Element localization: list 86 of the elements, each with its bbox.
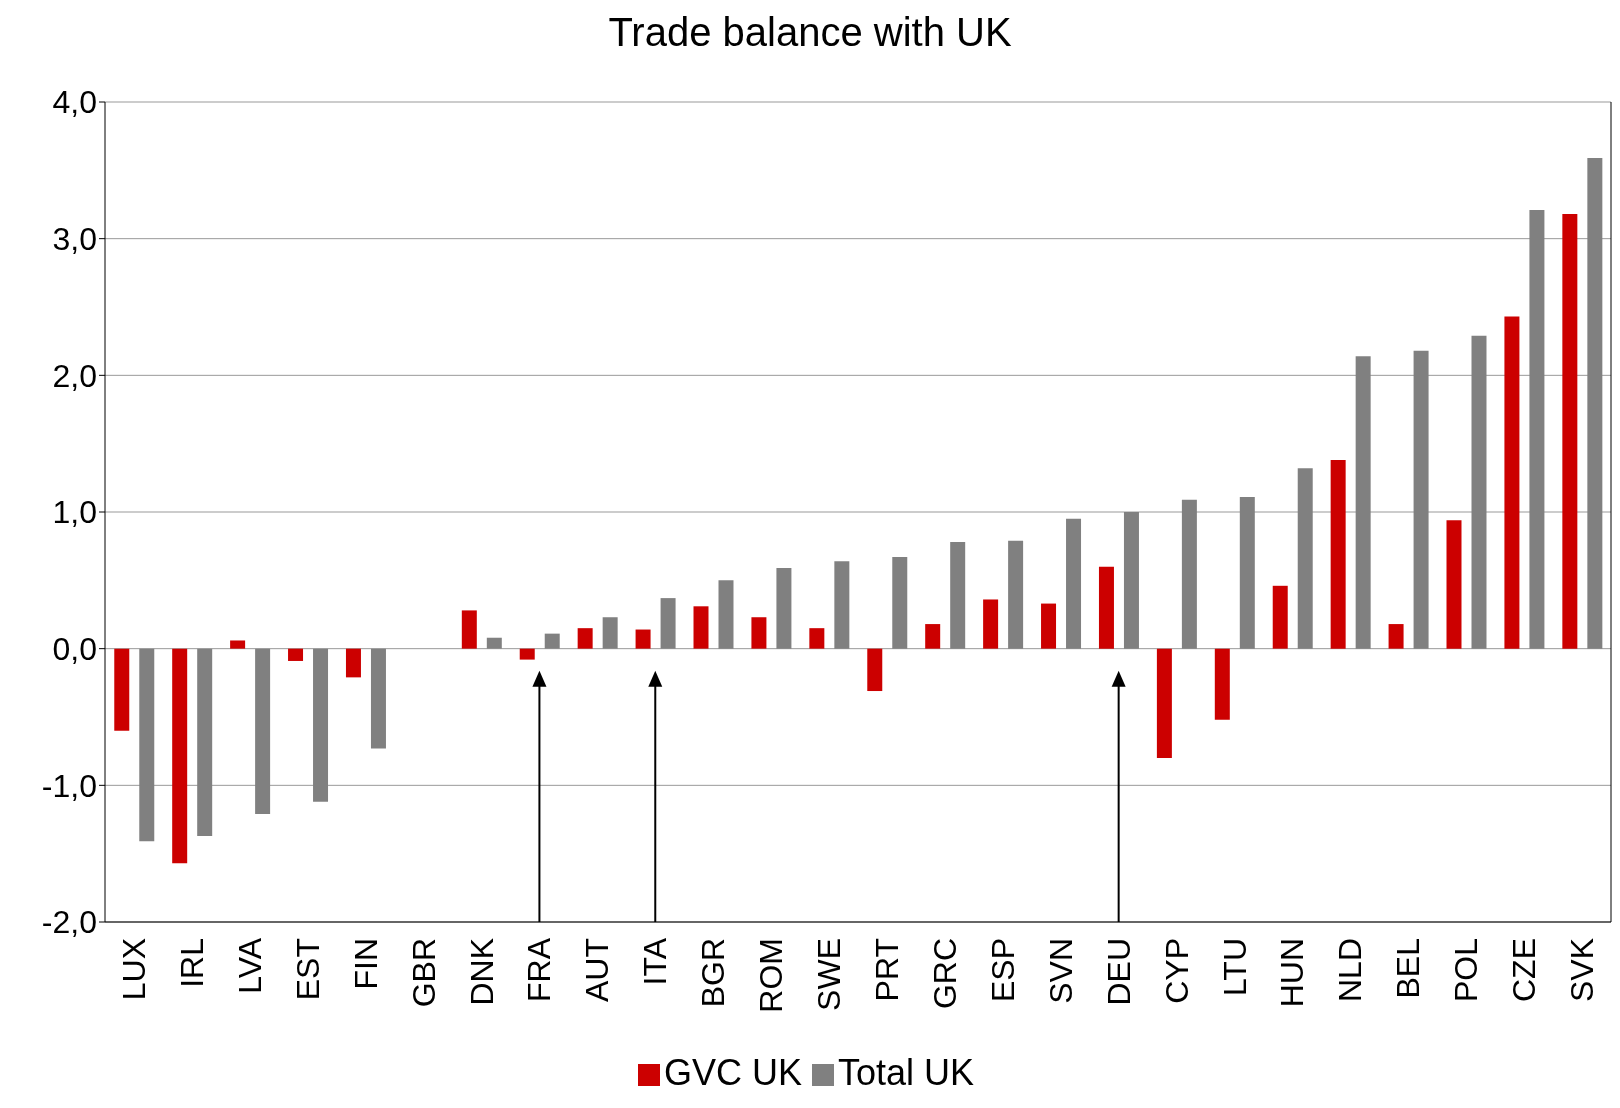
bar	[751, 617, 767, 649]
x-tick-label: IRL	[173, 938, 210, 988]
x-tick-label: LTU	[1216, 938, 1253, 997]
bar	[1587, 158, 1603, 649]
bar	[834, 561, 850, 649]
x-tick-label: SWE	[811, 938, 848, 1011]
x-tick-label: FRA	[521, 937, 558, 1002]
bar	[867, 648, 883, 692]
bar	[172, 648, 188, 864]
bar	[345, 648, 361, 678]
bar	[288, 648, 304, 661]
bar	[950, 542, 966, 649]
x-tick-label: EST	[289, 938, 326, 1001]
bar	[602, 617, 618, 649]
y-tick-label: 0,0	[52, 631, 97, 668]
x-tick-label: POL	[1448, 938, 1485, 1003]
chart-title: Trade balance with UK	[607, 9, 1013, 56]
x-tick-label: NLD	[1332, 938, 1369, 1003]
bar	[577, 628, 593, 649]
x-tick-label: DNK	[463, 938, 500, 1006]
bar	[1413, 350, 1429, 649]
x-tick-label: HUN	[1274, 938, 1311, 1008]
x-tick-label: DEU	[1100, 938, 1137, 1006]
bar	[1355, 356, 1371, 649]
y-tick-label: 2,0	[52, 357, 97, 394]
bar	[776, 568, 792, 649]
x-tick-label: SVN	[1042, 938, 1079, 1004]
bar	[635, 629, 651, 649]
bar	[1330, 460, 1346, 649]
bar	[1504, 316, 1520, 649]
bar	[230, 640, 246, 649]
bar	[660, 598, 676, 649]
bar	[1008, 540, 1024, 649]
bar	[983, 599, 999, 649]
x-tick-label: AUT	[579, 938, 616, 1002]
bar	[1098, 566, 1114, 649]
x-tick-label: FIN	[347, 938, 384, 990]
bar	[1181, 499, 1197, 649]
bar	[544, 633, 560, 649]
bar	[1123, 512, 1139, 649]
bar	[461, 610, 477, 649]
x-tick-label: PRT	[868, 938, 905, 1002]
bar	[693, 606, 709, 649]
bar	[519, 648, 535, 660]
bar	[486, 637, 502, 649]
bar	[1272, 585, 1288, 649]
bar	[1388, 624, 1404, 649]
x-tick-label: CZE	[1506, 938, 1543, 1002]
x-tick-label: GRC	[926, 938, 963, 1010]
bar	[1214, 648, 1230, 720]
bar	[718, 580, 734, 649]
y-tick-label: -1,0	[41, 767, 97, 804]
bar	[1297, 468, 1313, 649]
bar	[1066, 518, 1082, 649]
bar	[313, 648, 329, 802]
x-tick-label: BGR	[695, 938, 732, 1008]
y-tick-label: 4,0	[52, 84, 97, 121]
y-tick-label: -2,0	[41, 904, 97, 941]
bar	[1156, 648, 1172, 758]
bar	[1471, 335, 1487, 649]
x-tick-label: ESP	[984, 938, 1021, 1003]
bar	[114, 648, 130, 731]
bar	[892, 557, 908, 649]
x-tick-label: ROM	[753, 938, 790, 1013]
x-tick-label: BEL	[1390, 938, 1427, 999]
bar	[925, 624, 941, 649]
legend-label: Total UK	[837, 1052, 975, 1093]
bar	[255, 648, 271, 815]
x-tick-label: LUX	[115, 938, 152, 1001]
x-tick-label: GBR	[405, 938, 442, 1008]
bar	[370, 648, 386, 749]
bar	[197, 648, 213, 836]
x-tick-label: SVK	[1564, 938, 1601, 1003]
x-tick-label: CYP	[1158, 938, 1195, 1004]
x-tick-label: ITA	[637, 937, 674, 986]
x-tick-label: LVA	[231, 937, 268, 994]
bar	[1446, 520, 1462, 649]
bar	[809, 628, 825, 649]
y-tick-label: 3,0	[52, 221, 97, 258]
y-tick-label: 1,0	[52, 494, 97, 531]
bar	[1239, 496, 1255, 649]
bar	[139, 648, 155, 842]
bar	[1562, 214, 1578, 649]
bar	[1529, 209, 1545, 649]
bar	[1041, 603, 1057, 649]
legend-label: GVC UK	[663, 1052, 802, 1093]
